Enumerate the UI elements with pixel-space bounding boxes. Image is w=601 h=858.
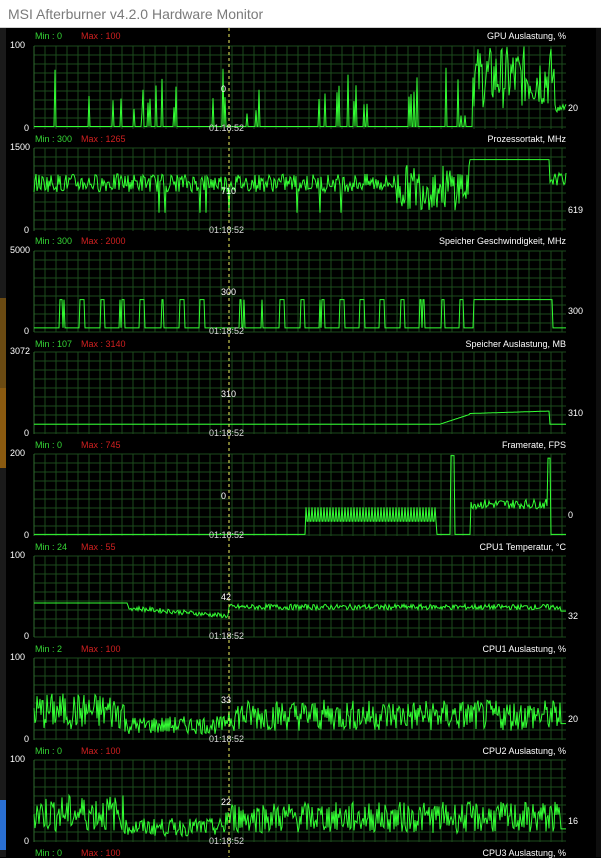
axis-min: 0 [24,225,30,235]
scrollbar-track[interactable] [596,28,601,857]
trace-memory-usage [34,410,566,425]
graph-title: Speicher Auslastung, MB [465,339,566,349]
axis-max: 5000 [10,245,31,255]
current-value: 619 [568,205,584,215]
axis-max: 100 [10,550,26,560]
background-window-strip [0,388,6,468]
max-label: Max : 100 [81,746,121,756]
graph-memory-usage[interactable] [33,351,566,434]
max-label: Max : 1265 [81,134,126,144]
max-label: Max : 3140 [81,339,126,349]
cursor-time: 01:18:52 [209,225,245,235]
max-label: Max : 100 [81,31,121,41]
graph-title: Speicher Geschwindigkeit, MHz [438,236,566,246]
cursor-time: 01:18:52 [209,836,245,846]
cursor-time: 01:18:52 [209,530,245,540]
cursor-value: 300 [221,287,237,297]
current-value: 32 [568,611,579,621]
background-window-edge [0,28,6,857]
axis-min: 0 [24,428,30,438]
graph-cpu1-temperature[interactable] [33,555,566,638]
graph-title: GPU Auslastung, % [486,31,566,41]
trace-gpu-load [34,46,567,127]
cursor-value: 710 [221,186,237,196]
min-label: Min : 300 [35,134,73,144]
cursor-time: 01:18:52 [209,123,245,133]
trace-cpu1-load [33,693,566,736]
max-label: Max : 100 [81,848,121,858]
background-window-strip [0,800,6,850]
axis-min: 0 [24,326,30,336]
current-value: 300 [568,306,584,316]
min-label: Min : 24 [35,542,68,552]
cursor-value: 22 [221,797,232,807]
current-value: 20 [568,714,579,724]
trace-cpu1-temperature [34,602,566,619]
min-label: Min : 0 [35,848,63,858]
graph-memory-speed[interactable] [33,250,566,333]
axis-min: 0 [24,123,30,133]
window-title: MSI Afterburner v4.2.0 Hardware Monitor [8,6,264,22]
axis-min: 0 [24,734,30,744]
axis-max: 100 [10,40,26,50]
min-label: Min : 2 [35,644,63,654]
current-value: 0 [568,510,574,520]
trace-cpu-clock [33,159,567,213]
cursor-value: 0 [221,491,227,501]
axis-min: 0 [24,836,30,846]
graph-title: CPU3 Auslastung, % [482,848,566,858]
min-label: Min : 0 [35,31,63,41]
cursor-time: 01:18:52 [209,428,245,438]
cursor-time: 01:18:52 [209,326,245,336]
graph-title: Framerate, FPS [501,440,566,450]
title-bar[interactable]: MSI Afterburner v4.2.0 Hardware Monitor [0,0,601,28]
graph-title: CPU2 Auslastung, % [482,746,566,756]
axis-min: 0 [24,631,30,641]
axis-max: 200 [10,448,26,458]
axis-min: 0 [24,530,30,540]
graph-cpu-clock[interactable] [33,147,567,231]
graph-title: CPU1 Temperatur, °C [479,542,566,552]
axis-max: 1500 [10,142,31,152]
axis-max: 3072 [10,346,31,356]
max-label: Max : 55 [81,542,116,552]
min-label: Min : 300 [35,236,73,246]
background-window-strip [0,298,6,408]
min-label: Min : 0 [35,440,63,450]
graph-title: Prozessortakt, MHz [487,134,566,144]
axis-max: 100 [10,652,26,662]
current-value: 16 [568,816,579,826]
max-label: Max : 2000 [81,236,126,246]
max-label: Max : 745 [81,440,121,450]
cursor-value: 310 [221,389,237,399]
graph-framerate[interactable] [33,453,566,536]
current-value: 20 [568,103,579,113]
graph-cpu2-load[interactable] [33,759,566,842]
cursor-value: 42 [221,592,232,602]
trace-framerate [34,455,566,535]
min-label: Min : 0 [35,746,63,756]
graph-cpu1-load[interactable] [33,657,566,740]
trace-memory-speed [34,299,566,329]
max-label: Max : 100 [81,644,121,654]
trace-cpu2-load [33,793,566,838]
graph-gpu-load[interactable] [33,45,567,129]
cursor-value: 33 [221,695,232,705]
axis-max: 100 [10,754,26,764]
min-label: Min : 107 [35,339,73,349]
current-value: 310 [568,408,584,418]
graph-title: CPU1 Auslastung, % [482,644,566,654]
cursor-time: 01:18:52 [209,631,245,641]
cursor-value: 0 [221,84,227,94]
cursor-time: 01:18:52 [209,734,245,744]
